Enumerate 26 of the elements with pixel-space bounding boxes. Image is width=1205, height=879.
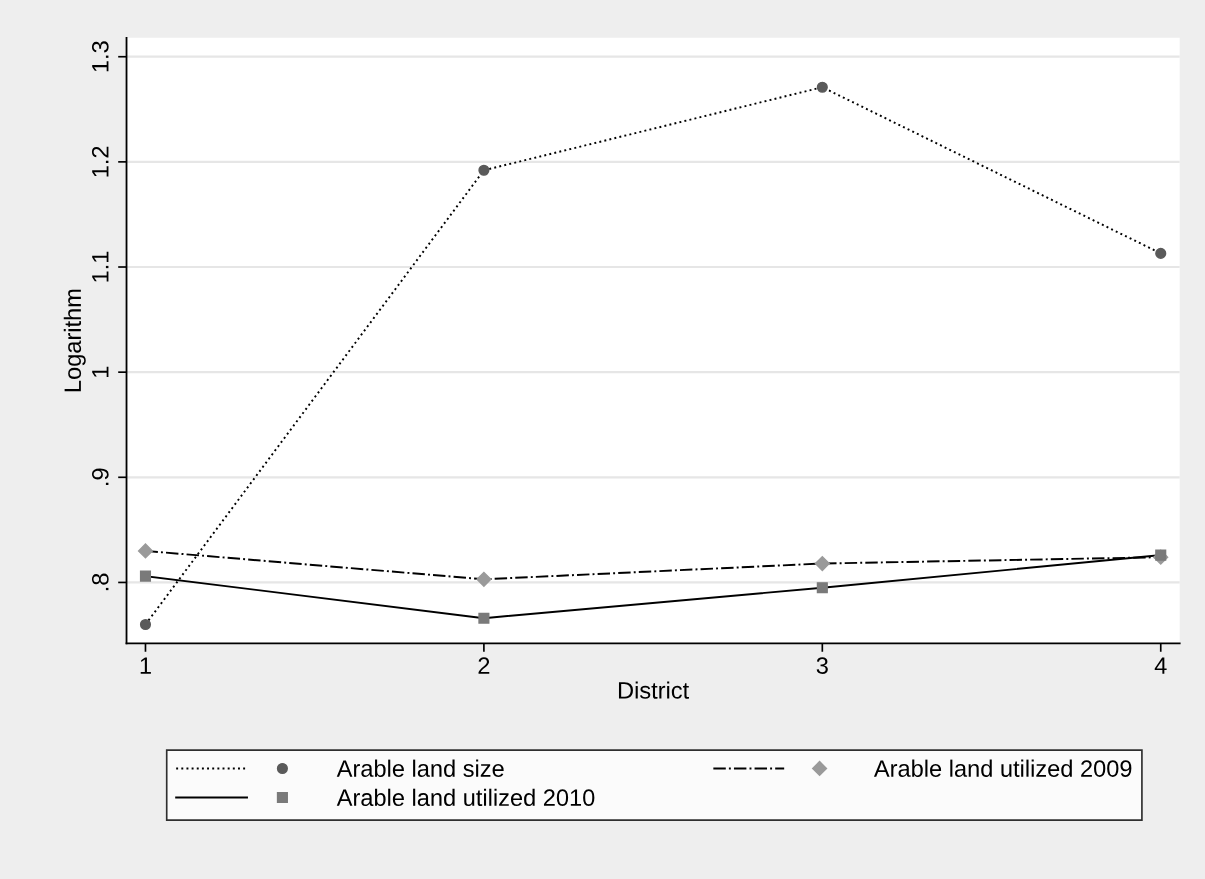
y-tick-label: 1.3 — [91, 41, 109, 72]
point — [816, 582, 828, 594]
point — [137, 543, 154, 559]
y-tick-label: 1.2 — [91, 146, 109, 177]
point — [816, 81, 828, 93]
y-tick-label: .9 — [91, 468, 109, 485]
y-tick-label: .8 — [91, 573, 109, 591]
point — [476, 571, 492, 587]
point — [1155, 549, 1167, 561]
x-tick-label: 1 — [140, 657, 151, 674]
point — [478, 612, 490, 624]
x-tick-label: 3 — [816, 657, 828, 674]
point — [814, 555, 830, 572]
point — [478, 164, 490, 176]
y-tick-label: 1.1 — [92, 251, 109, 282]
y-tick-label: 1 — [92, 366, 109, 377]
legend-label: Arable land utilized 2010 — [336, 788, 595, 807]
legend-label: Arable land size — [336, 759, 504, 777]
x-axis-title: District — [618, 681, 689, 699]
y-axis-title: Logarithm — [63, 289, 86, 392]
point — [139, 570, 152, 582]
point — [139, 618, 152, 631]
x-tick-label: 4 — [1154, 657, 1167, 674]
x-tick-label: 2 — [478, 657, 490, 674]
point — [1155, 247, 1167, 259]
legend-label: Arable land utilized 2009 — [873, 759, 1132, 777]
